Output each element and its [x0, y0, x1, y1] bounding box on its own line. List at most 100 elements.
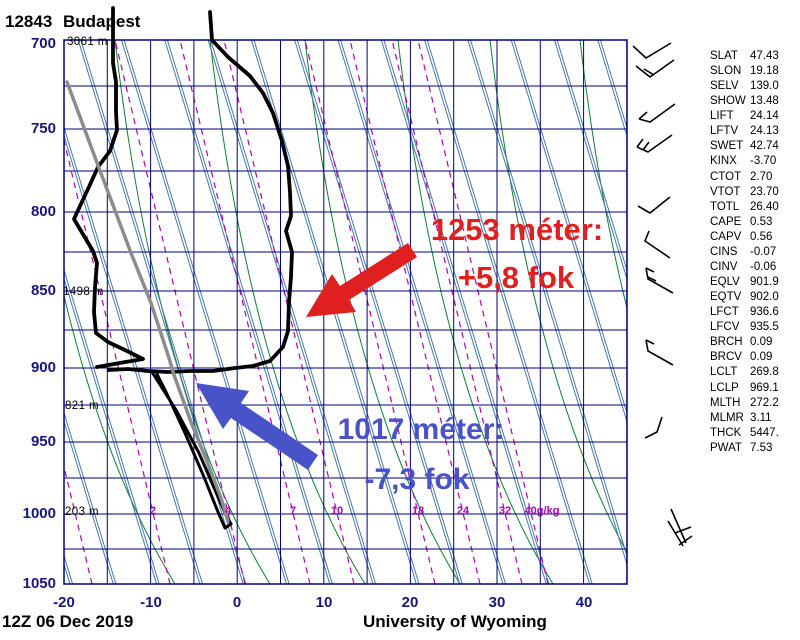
- dry-adiabat-line: [597, 40, 627, 138]
- index-label: SLAT: [710, 50, 738, 62]
- wind-barb-icon: [644, 230, 671, 259]
- page-title: 12843 Budapest: [5, 12, 140, 32]
- temperature-curve: [107, 10, 294, 374]
- annotation-blue-line2: -7,3 fok: [364, 463, 470, 496]
- index-row-LIFT: LIFT 24.14: [710, 109, 779, 124]
- index-label: SLON: [710, 65, 742, 78]
- index-row-SWET: SWET 42.74: [710, 139, 779, 154]
- dry-adiabat-line: [424, 40, 591, 584]
- index-value: 42.74: [750, 140, 779, 153]
- annotation-blue-line1: 1017 méter:: [337, 413, 505, 446]
- index-value: 0.53: [750, 215, 773, 228]
- background-lines: [64, 40, 627, 584]
- index-row-VTOT: VTOT 23.70: [710, 185, 779, 200]
- mixing-ratio-line: [64, 137, 171, 584]
- mixing-ratio-line: [64, 464, 93, 584]
- index-label: CAPV: [710, 230, 742, 243]
- pressure-tick-label: 1000: [22, 505, 56, 522]
- index-value: 0.09: [750, 351, 773, 364]
- dry-adiabat-line: [64, 268, 160, 584]
- pressure-tick-label: 750: [30, 120, 56, 137]
- index-row-BRCH: BRCH 0.09: [710, 335, 772, 350]
- timestamp-label: 12Z 06 Dec 2019: [2, 612, 134, 631]
- index-value: 47.43: [750, 50, 779, 62]
- index-value: -0.07: [750, 245, 777, 258]
- index-label: VTOT: [710, 185, 741, 198]
- wind-barb-icon: [647, 276, 657, 282]
- index-row-LFCV: LFCV 935.5: [710, 320, 779, 335]
- index-row-LCLP: LCLP 969.1: [710, 381, 779, 396]
- index-label: LIFT: [710, 110, 734, 123]
- index-value: 902.0: [750, 291, 779, 304]
- dry-adiabat-line: [64, 411, 117, 584]
- height-label: 3061 m: [67, 36, 108, 48]
- wind-barb-icon: [642, 141, 650, 151]
- index-row-CTOT: CTOT 2.70: [710, 170, 772, 185]
- wind-barb-icon: [632, 42, 672, 59]
- temperature-tick-label: -10: [140, 594, 162, 611]
- index-label: LCLT: [710, 366, 738, 379]
- wind-barb-icon: [644, 416, 663, 439]
- pressure-tick-label: 700: [30, 35, 56, 52]
- index-label: LCLP: [710, 381, 739, 394]
- mixing-ratio-label: 24: [456, 505, 470, 517]
- sounding-curves: [65, 6, 294, 530]
- moist-adiabat-line: [489, 40, 627, 554]
- dry-adiabat-line: [426, 40, 593, 584]
- mixing-ratio-line: [417, 40, 549, 584]
- index-row-SLAT: SLAT 47.43: [710, 49, 779, 64]
- moist-adiabat-line: [397, 40, 554, 584]
- wind-barb-icon: [636, 134, 673, 153]
- moist-adiabat-line: [114, 40, 271, 584]
- index-label: SHOW: [710, 95, 746, 108]
- index-row-SHOW: SHOW 13.48: [710, 94, 779, 109]
- index-row-LCLT: LCLT 269.8: [710, 365, 779, 380]
- blue-arrow-icon: [196, 383, 318, 470]
- mixing-ratio-line: [304, 40, 436, 584]
- dry-adiabat-line: [207, 40, 374, 584]
- moist-adiabat-line: [304, 40, 461, 584]
- pressure-tick-label: 800: [30, 203, 56, 220]
- dry-adiabat-line: [210, 40, 377, 584]
- index-label: CINV: [710, 260, 738, 273]
- dry-adiabat-line: [470, 40, 627, 558]
- dry-adiabat-line: [121, 40, 287, 584]
- wind-barb-icon: [637, 196, 671, 214]
- temperature-tick-label: 40: [575, 594, 593, 611]
- height-label: 1498 m: [63, 286, 104, 298]
- index-row-TOTL: TOTL 26.40: [710, 200, 779, 215]
- station-name: Budapest: [63, 12, 141, 31]
- dry-adiabat-line: [380, 40, 547, 584]
- index-row-CAPV: CAPV 0.56: [710, 230, 772, 245]
- mixing-ratio-label: 10: [330, 505, 344, 517]
- dry-adiabat-line: [513, 40, 627, 415]
- index-value: 3.11: [750, 411, 772, 424]
- wind-barb-icon: [635, 59, 675, 78]
- dry-adiabat-line: [166, 40, 333, 584]
- temperature-tick-label: 10: [315, 594, 333, 611]
- source-label: University of Wyoming: [363, 612, 547, 631]
- index-value: 26.40: [750, 200, 779, 213]
- temperature-tick-label: 20: [401, 594, 419, 611]
- index-label: LFTV: [710, 125, 739, 138]
- index-value: 13.48: [750, 95, 779, 108]
- index-value: 24.13: [750, 125, 779, 138]
- index-row-SELV: SELV 139.0: [710, 79, 779, 94]
- parcel-path-curve: [65, 80, 230, 523]
- index-value: 7.53: [750, 441, 773, 454]
- wind-barb-icon: [674, 526, 692, 534]
- plot-border: [63, 39, 628, 585]
- dewpoint-curve: [72, 6, 145, 369]
- dry-adiabat-line: [64, 419, 114, 584]
- mixing-ratio-line: [349, 40, 481, 584]
- index-value: 901.9: [750, 276, 779, 289]
- index-value: 936.6: [750, 306, 779, 319]
- dry-adiabat-line: [64, 134, 201, 584]
- index-row-LFTV: LFTV 24.13: [710, 124, 779, 139]
- wind-barb-icon: [643, 68, 655, 76]
- index-row-EQLV: EQLV 901.9: [710, 275, 779, 290]
- index-value: 19.18: [750, 65, 779, 78]
- index-row-PWAT: PWAT 7.53: [710, 441, 772, 456]
- index-row-KINX: KINX -3.70: [710, 154, 776, 169]
